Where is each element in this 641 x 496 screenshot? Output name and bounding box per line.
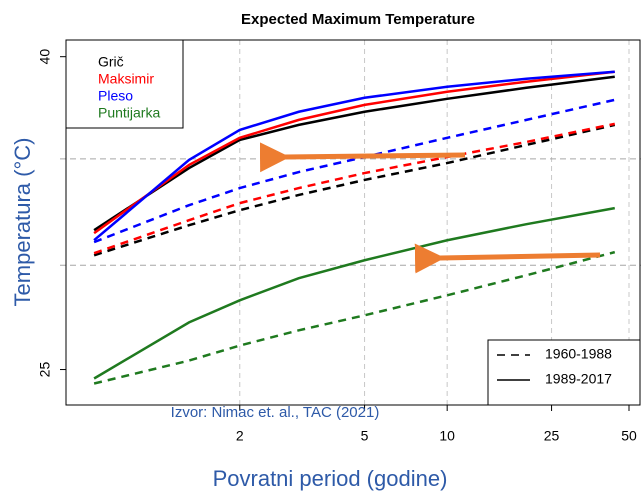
y-tick-label: 40 — [37, 49, 53, 65]
series-line — [93, 75, 615, 232]
x-tick-label: 50 — [621, 428, 637, 444]
x-tick-label: 2 — [236, 428, 244, 444]
x-tick-label: 10 — [439, 428, 455, 444]
legend-label: 1989-2017 — [545, 371, 612, 387]
series-line — [93, 206, 615, 380]
annotation-arrow — [414, 243, 601, 274]
series-line — [93, 98, 616, 244]
chart-title: Expected Maximum Temperature — [241, 11, 475, 28]
plot — [93, 70, 616, 385]
series-line — [93, 70, 615, 242]
y-axis-label: Temperatura (°C) — [10, 138, 35, 307]
legend-label: Maksimir — [98, 71, 154, 87]
legend-box — [65, 39, 184, 129]
series-line — [93, 122, 616, 255]
series-line — [93, 70, 615, 235]
legend-label: 1960-1988 — [545, 346, 612, 362]
y-tick-label: 25 — [37, 362, 53, 378]
series-line — [93, 250, 616, 385]
annotation-arrow — [259, 142, 466, 173]
legend-label: Pleso — [98, 88, 133, 104]
source-note: Izvor: Nimac et. al., TAC (2021) — [171, 404, 380, 421]
x-axis-label: Povratni period (godine) — [213, 466, 448, 491]
plot-frame — [65, 39, 641, 406]
legend-label: Puntijarka — [98, 105, 160, 121]
x-tick-label: 5 — [361, 428, 369, 444]
x-tick-label: 25 — [544, 428, 560, 444]
series-line — [93, 123, 616, 257]
legend-label: Grič — [98, 54, 124, 70]
legend-box — [487, 339, 641, 406]
